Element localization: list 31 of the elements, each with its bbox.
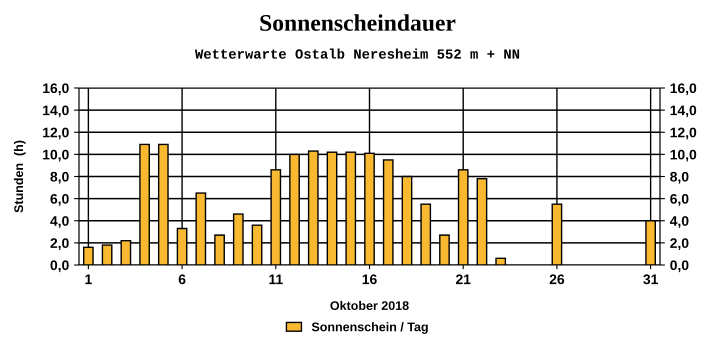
chart-title: Sonnenscheindauer xyxy=(260,14,456,31)
x-tick-label: 6 xyxy=(178,274,186,284)
y-tick-label: 10,0 xyxy=(43,150,69,162)
y-tick-label: 4,0 xyxy=(50,216,69,228)
y2-tick-label: 6,0 xyxy=(670,194,688,206)
x-tick-label: 21 xyxy=(456,274,471,284)
y-tick-label: 14,0 xyxy=(43,105,69,118)
y-tick-label: 16,0 xyxy=(43,83,69,96)
x-tick-label: 1 xyxy=(85,274,92,284)
x-tick-label: 31 xyxy=(643,274,658,284)
y2-tick-label: 8,0 xyxy=(670,172,688,184)
y2-tick-label: 4,0 xyxy=(670,216,688,228)
y2-tick-label: 14,0 xyxy=(670,105,696,118)
x-tick-label: 11 xyxy=(269,274,283,284)
y-tick-label: 2,0 xyxy=(50,238,69,250)
y-tick-label: 8,0 xyxy=(50,172,69,184)
chart-subtitle: Wetterwarte Ostalb Neresheim 552 m + NN xyxy=(194,48,520,59)
y-axis-title: Stunden (h) xyxy=(14,140,26,213)
y-tick-label: 0,0 xyxy=(50,260,69,272)
legend-label: Sonnenschein / Tag xyxy=(312,322,428,334)
y-tick-label: 12,0 xyxy=(43,128,69,140)
bar xyxy=(495,258,506,265)
y-tick-label: 6,0 xyxy=(50,194,69,206)
y2-tick-label: 12,0 xyxy=(670,128,696,140)
y2-tick-label: 0,0 xyxy=(670,260,688,272)
x-tick-label: 16 xyxy=(362,274,377,284)
y2-tick-label: 2,0 xyxy=(670,238,688,250)
x-axis-title: Oktober 2018 xyxy=(330,300,409,310)
y2-tick-label: 16,0 xyxy=(670,83,696,96)
y2-tick-label: 10,0 xyxy=(670,150,696,162)
x-tick-label: 26 xyxy=(550,274,564,284)
